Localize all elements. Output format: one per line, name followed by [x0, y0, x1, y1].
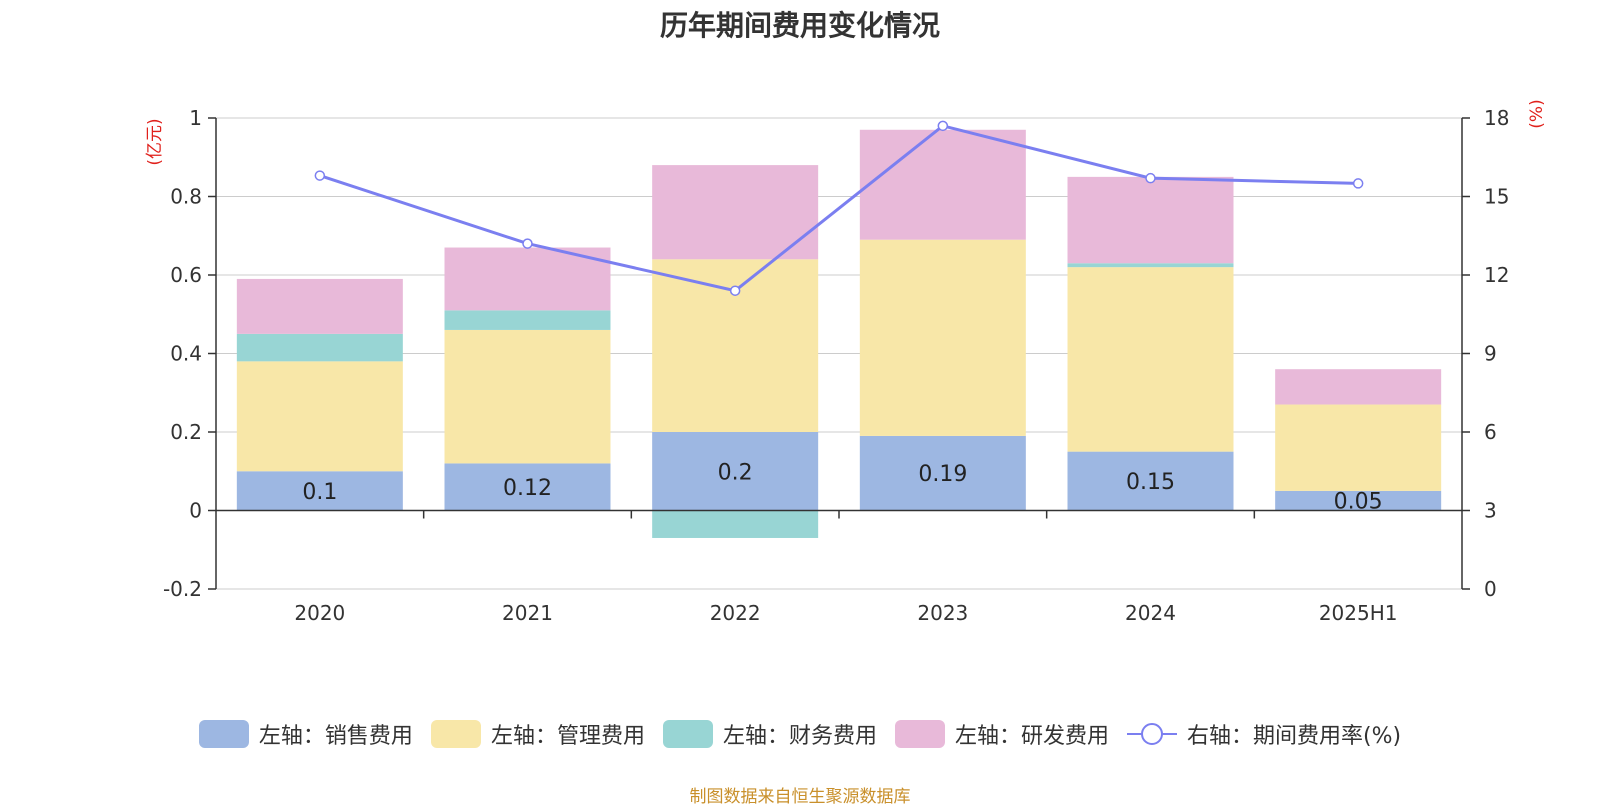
left-tick-label: -0.2	[163, 577, 202, 601]
left-tick-label: 1	[189, 106, 202, 130]
right-tick-label: 9	[1484, 342, 1497, 366]
legend-item[interactable]: 左轴：销售费用	[198, 718, 413, 750]
right-axis-unit: (%)	[1527, 99, 1547, 128]
bar-segment	[236, 333, 403, 362]
x-tick-label: 2021	[502, 601, 553, 625]
left-tick-label: 0.4	[170, 342, 202, 366]
bar-segment	[652, 432, 819, 511]
legend-line-marker	[1126, 720, 1177, 748]
bar-segment	[1067, 267, 1234, 452]
legend-label: 右轴：期间费用率(%)	[1186, 724, 1402, 749]
bar-data-label: 0.2	[718, 460, 753, 485]
left-tick-label: 0.8	[170, 185, 202, 209]
legend-item[interactable]: 右轴：期间费用率(%)	[1126, 718, 1402, 750]
left-tick-label: 0	[189, 499, 202, 523]
left-axis-unit: (亿元)	[145, 118, 165, 165]
bar-segment	[1275, 490, 1442, 511]
bar-segment	[652, 259, 819, 432]
rate-point	[522, 238, 533, 249]
bar-segment	[652, 510, 819, 538]
bar-segment	[859, 129, 1026, 240]
legend-item[interactable]: 左轴：财务费用	[662, 718, 877, 750]
rate-point	[314, 170, 326, 181]
rate-point	[1352, 178, 1364, 189]
chart-legend: 左轴：销售费用 左轴：管理费用 左轴：财务费用 左轴：研发费用 右轴：期间费用率(%)	[0, 718, 1600, 750]
rate-point	[937, 120, 949, 132]
left-tick-label: 0.2	[170, 420, 202, 444]
x-tick-label: 2023	[917, 601, 968, 625]
bar-segment	[1067, 451, 1234, 511]
right-tick-label: 6	[1484, 420, 1497, 444]
bar-segment	[444, 463, 611, 511]
bar-segment	[652, 165, 819, 260]
legend-label: 左轴：销售费用	[258, 724, 413, 749]
bar-segment	[1275, 369, 1442, 405]
rate-point	[729, 285, 741, 296]
right-tick-label: 0	[1484, 577, 1497, 601]
bar-segment	[1067, 263, 1234, 268]
bar-segment	[859, 435, 1026, 511]
right-tick-label: 3	[1484, 499, 1497, 523]
rate-point	[1145, 172, 1156, 184]
x-tick-label: 2025H1	[1319, 601, 1398, 625]
bar-data-label: 0.12	[503, 476, 552, 501]
legend-swatch	[198, 720, 249, 748]
chart-title: 历年期间费用变化情况	[659, 9, 940, 42]
left-tick-label: 0.6	[170, 263, 202, 287]
right-tick-label: 12	[1484, 263, 1509, 287]
bar-segment	[236, 361, 403, 472]
bar-segment	[859, 239, 1026, 436]
legend-swatch	[662, 720, 713, 748]
bar-data-label: 0.1	[302, 480, 337, 505]
legend-item[interactable]: 左轴：管理费用	[430, 718, 645, 750]
x-tick-label: 2020	[294, 601, 345, 625]
bar-segment	[1067, 176, 1234, 264]
legend-item[interactable]: 左轴：研发费用	[894, 718, 1109, 750]
bar-segment	[236, 471, 403, 511]
x-tick-label: 2024	[1125, 601, 1176, 625]
right-tick-label: 15	[1484, 185, 1509, 209]
bar-data-label: 0.15	[1126, 470, 1175, 495]
legend-label: 左轴：管理费用	[490, 724, 645, 749]
bar-data-label: 0.19	[918, 462, 967, 487]
bar-data-label: 0.05	[1334, 490, 1383, 515]
legend-swatch	[894, 720, 945, 748]
bar-segment	[444, 310, 611, 330]
bar-segment	[236, 278, 403, 334]
legend-label: 左轴：研发费用	[954, 724, 1109, 749]
right-tick-label: 18	[1484, 106, 1509, 130]
data-source-note: 制图数据来自恒生聚源数据库	[689, 787, 911, 807]
bar-segment	[1275, 404, 1442, 491]
x-tick-label: 2022	[710, 601, 761, 625]
legend-swatch	[430, 720, 481, 748]
bar-segment	[444, 329, 611, 464]
rate-line	[319, 124, 1359, 293]
legend-label: 左轴：财务费用	[722, 724, 877, 749]
bar-segment	[444, 247, 611, 311]
